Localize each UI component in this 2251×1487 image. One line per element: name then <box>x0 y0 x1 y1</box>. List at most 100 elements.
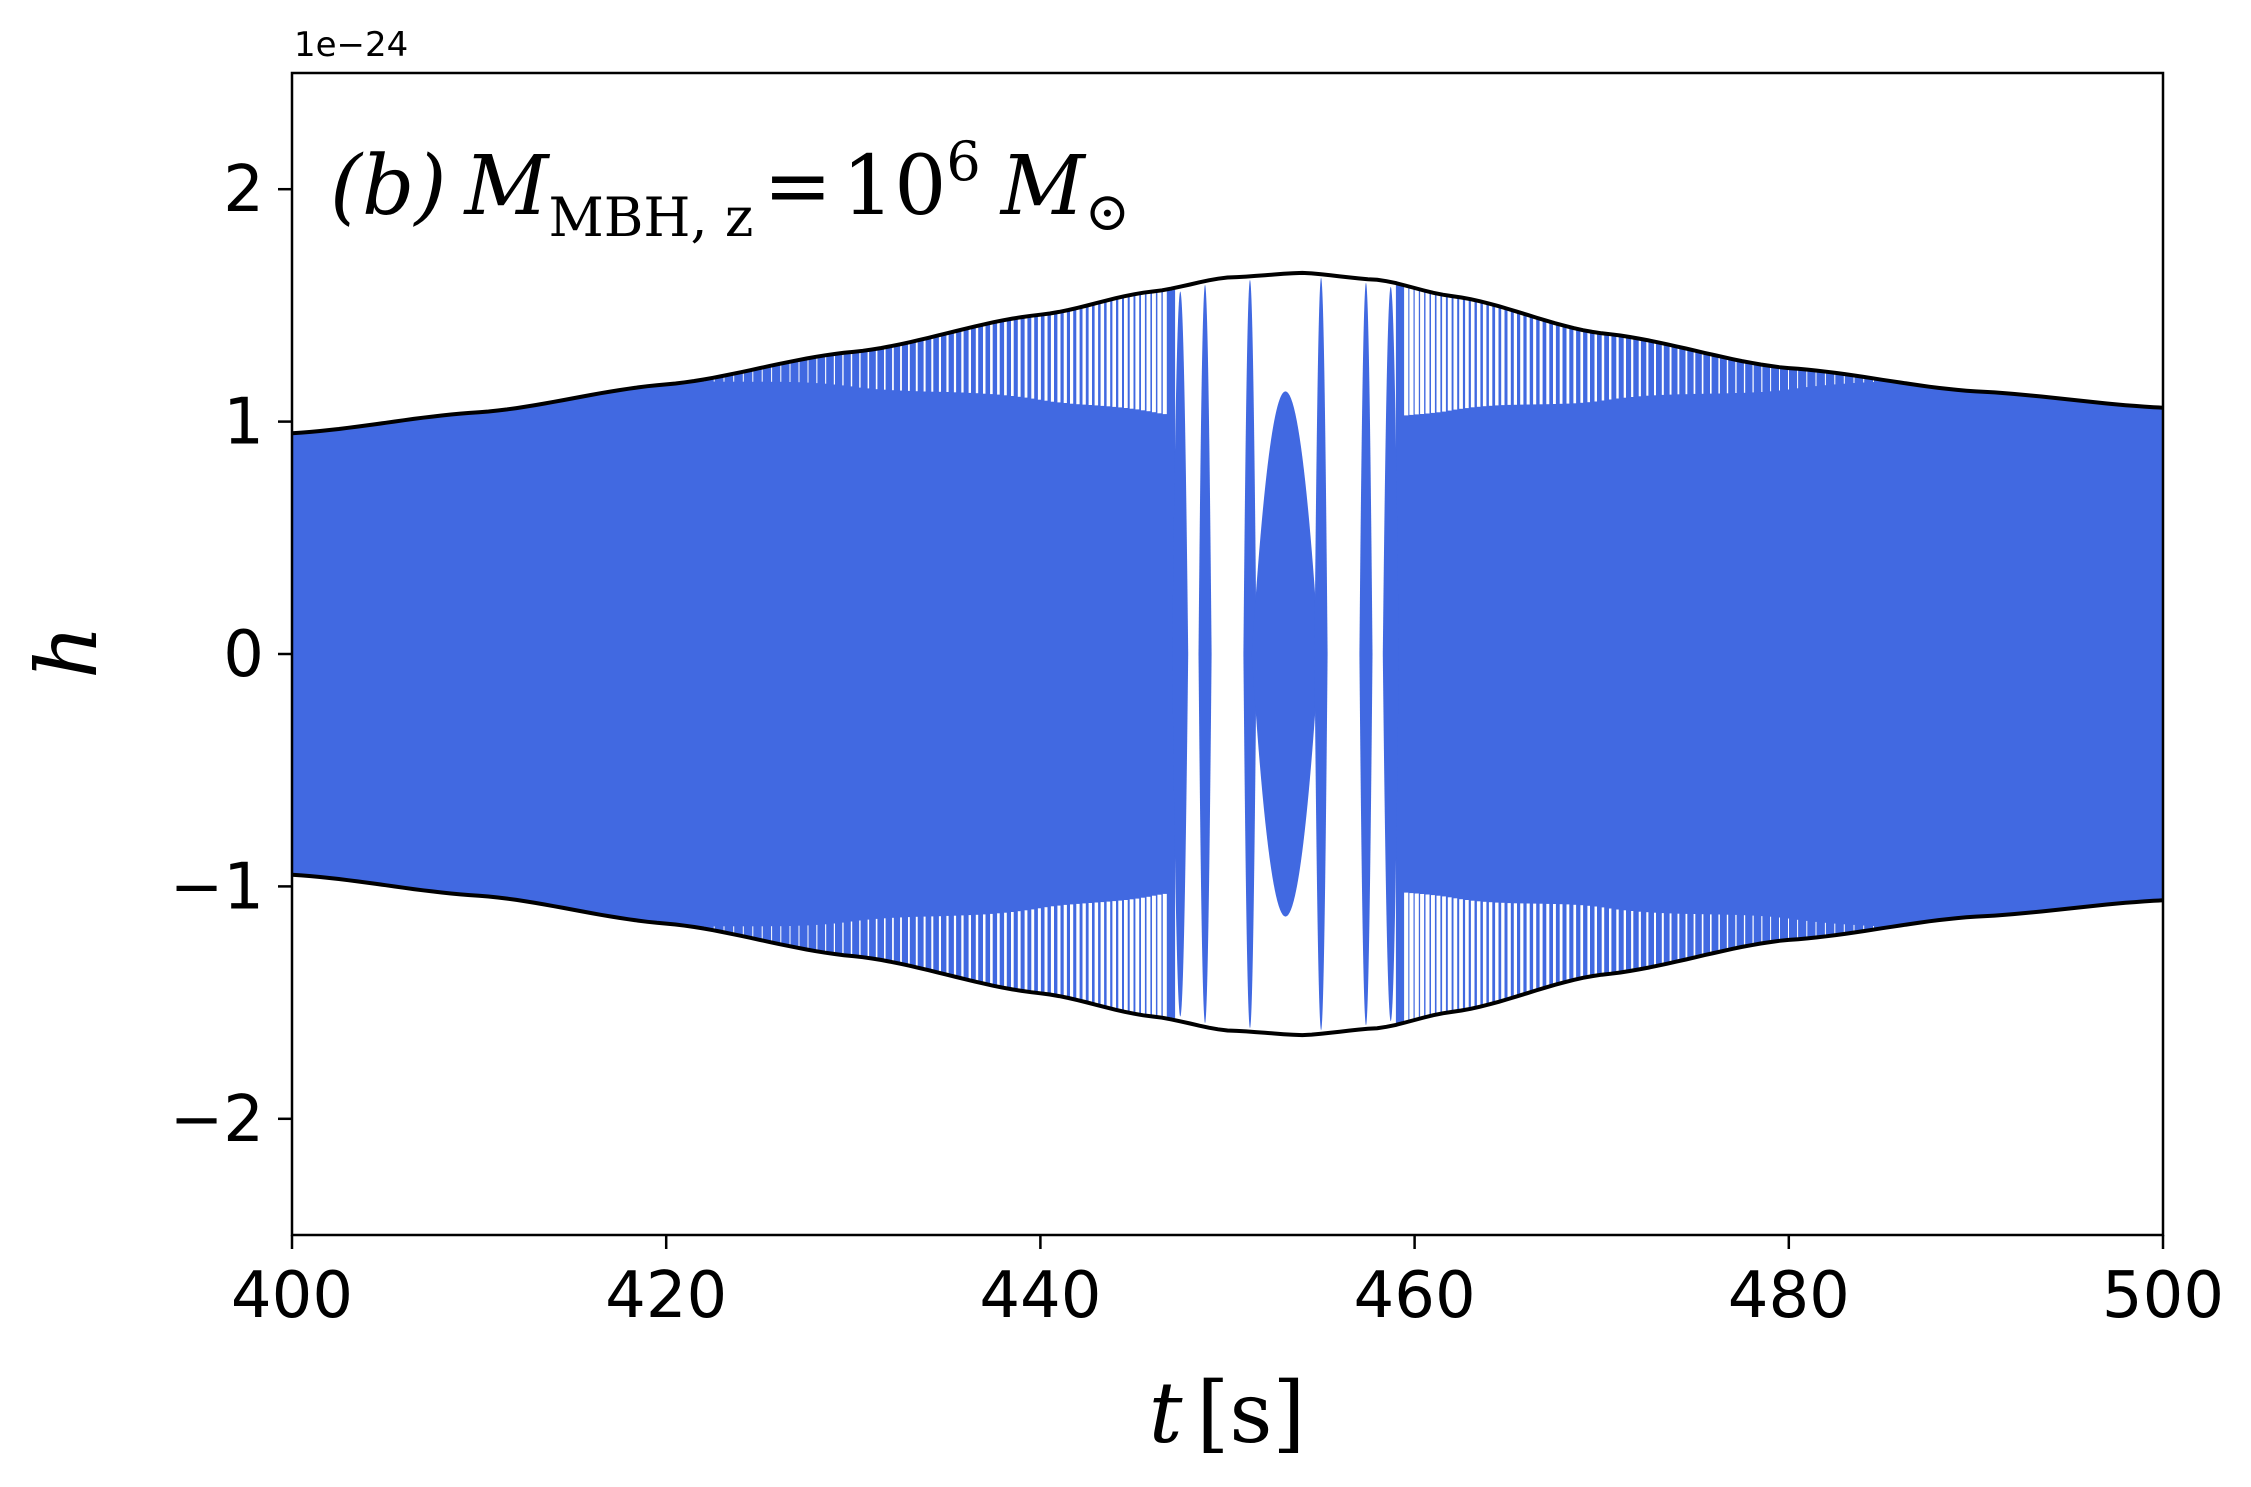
waveform-gap <box>1735 359 1737 393</box>
waveform-gap <box>1770 916 1772 942</box>
waveform-gap <box>953 915 957 977</box>
waveform-gap <box>1834 372 1836 385</box>
waveform-gap <box>1834 923 1836 936</box>
waveform-gap <box>1044 314 1048 401</box>
waveform-gap <box>1141 292 1145 411</box>
annotation-subscript: MBH, z <box>548 186 753 249</box>
waveform-gap <box>842 352 844 386</box>
waveform-gap <box>1124 295 1128 408</box>
waveform-gap <box>1677 913 1680 962</box>
waveform-gap <box>1726 358 1729 394</box>
waveform-gap <box>1507 903 1511 999</box>
x-tick-label: 500 <box>2102 1259 2224 1333</box>
waveform-gap <box>1420 290 1425 414</box>
waveform-gap <box>1076 903 1080 1001</box>
waveform-gap <box>1863 925 1865 932</box>
waveform-gap <box>1004 319 1007 396</box>
waveform-gap <box>1129 294 1134 409</box>
waveform-gap <box>900 344 902 391</box>
waveform-gap <box>875 918 878 960</box>
waveform-gap <box>1526 903 1530 993</box>
waveform-gap <box>1024 910 1028 992</box>
waveform-gap <box>1623 910 1626 972</box>
waveform-gap <box>1646 340 1649 396</box>
waveform-gap <box>1162 289 1167 415</box>
waveform-gap <box>1118 297 1122 408</box>
x-tick-label: 480 <box>1728 1259 1850 1333</box>
waveform-gap <box>1004 912 1007 989</box>
waveform-gap <box>1436 293 1441 413</box>
x-axis-var: t <box>1149 1364 1183 1462</box>
waveform-gap <box>1425 291 1430 414</box>
waveform-gap <box>1654 341 1656 396</box>
waveform-gap <box>1453 898 1458 1012</box>
waveform-gap <box>1843 374 1845 384</box>
waveform-gap <box>859 920 861 957</box>
y-tick-label: −1 <box>170 850 264 924</box>
waveform-gap <box>1100 902 1105 1007</box>
waveform-gap <box>923 338 926 392</box>
waveform-gap <box>1580 329 1584 403</box>
waveform-gap <box>1718 356 1720 394</box>
waveform-gap <box>771 365 773 382</box>
panel-annotation: (b) MMBH, z = 106 M⊙ <box>330 130 1130 249</box>
annotation-equals: = <box>763 139 832 234</box>
waveform-gap <box>1638 338 1641 397</box>
waveform-gap <box>1507 309 1511 405</box>
waveform-gap <box>1788 368 1789 390</box>
waveform-gap <box>1797 368 1799 389</box>
y-axis-label: h <box>18 625 116 679</box>
waveform-dense-left <box>292 289 1176 1019</box>
waveform-gap <box>1573 904 1577 980</box>
waveform-gap <box>1425 894 1430 1017</box>
waveform-central-lobe <box>1251 391 1320 917</box>
waveform-gap <box>1806 369 1808 388</box>
waveform-gap <box>1465 298 1469 409</box>
waveform-gap <box>1580 905 1584 979</box>
waveform-gap <box>1436 895 1441 1015</box>
waveform-gap <box>1076 307 1080 405</box>
waveform-gap <box>1141 897 1145 1016</box>
waveform-cycle <box>1198 284 1212 1024</box>
waveform-gap <box>1566 326 1570 404</box>
waveform-gap <box>1752 363 1754 393</box>
waveform-gaps-left <box>703 289 1167 1019</box>
waveform-gap <box>1057 905 1061 997</box>
x-tick-label: 400 <box>231 1259 353 1333</box>
waveform-gap <box>723 375 725 382</box>
waveform-gap <box>1693 350 1696 394</box>
waveform-gap <box>761 926 763 941</box>
waveform-gap <box>938 916 941 973</box>
waveform-gap <box>1797 919 1799 940</box>
waveform-gap <box>825 924 827 953</box>
waveform-gap <box>1701 914 1704 956</box>
waveform-gap <box>798 359 800 383</box>
waveform-gap <box>1594 332 1597 402</box>
waveform-gap <box>961 915 964 979</box>
waveform-gap <box>816 924 818 952</box>
waveform-gap <box>1520 903 1524 995</box>
waveform-gap <box>761 367 763 382</box>
envelope-series <box>292 270 2163 1038</box>
waveform-gap <box>1701 352 1704 394</box>
waveform-gap <box>1070 309 1074 404</box>
waveform-gap <box>752 369 754 382</box>
y-offset-label: 1e−24 <box>294 25 408 65</box>
waveform-gap <box>1718 914 1720 952</box>
waveform-gap <box>1431 895 1435 1016</box>
waveform-gap <box>1661 913 1664 965</box>
waveform-gap <box>1157 894 1162 1018</box>
waveform-gap <box>1559 324 1563 404</box>
waveform-gap <box>997 321 1000 395</box>
waveform-gap <box>1488 902 1493 1004</box>
waveform-gap <box>850 921 853 956</box>
waveform-gap <box>968 915 971 981</box>
waveform-gap <box>983 324 986 394</box>
waveform-gap <box>1135 293 1140 410</box>
waveform-gap <box>1616 909 1619 973</box>
waveform-gap <box>1011 912 1014 990</box>
waveform-gap <box>1088 903 1092 1004</box>
waveform-gap <box>733 373 735 382</box>
waveform-gap <box>1031 315 1035 399</box>
